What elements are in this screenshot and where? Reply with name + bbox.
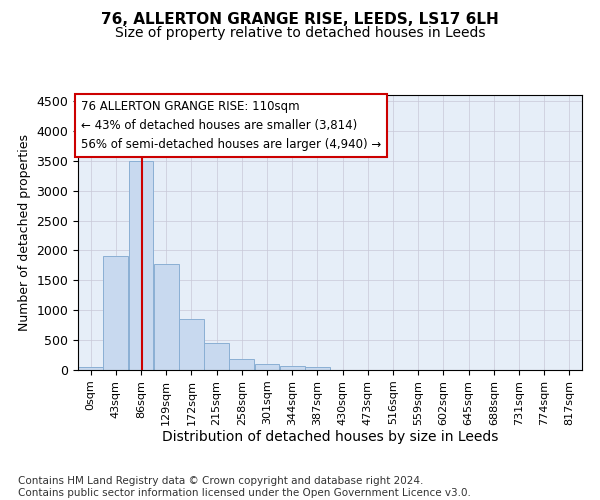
Bar — [179, 318, 204, 370]
Bar — [305, 367, 330, 370]
Bar — [103, 256, 128, 370]
Y-axis label: Number of detached properties: Number of detached properties — [18, 134, 31, 331]
Bar — [154, 264, 179, 370]
Bar — [254, 364, 280, 370]
Bar — [78, 367, 103, 370]
Text: Contains HM Land Registry data © Crown copyright and database right 2024.
Contai: Contains HM Land Registry data © Crown c… — [18, 476, 471, 498]
Bar — [204, 342, 229, 370]
Text: 76 ALLERTON GRANGE RISE: 110sqm
← 43% of detached houses are smaller (3,814)
56%: 76 ALLERTON GRANGE RISE: 110sqm ← 43% of… — [81, 100, 381, 151]
Text: Size of property relative to detached houses in Leeds: Size of property relative to detached ho… — [115, 26, 485, 40]
Text: 76, ALLERTON GRANGE RISE, LEEDS, LS17 6LH: 76, ALLERTON GRANGE RISE, LEEDS, LS17 6L… — [101, 12, 499, 28]
Bar — [280, 366, 305, 370]
Bar — [229, 359, 254, 370]
X-axis label: Distribution of detached houses by size in Leeds: Distribution of detached houses by size … — [162, 430, 498, 444]
Bar — [128, 161, 154, 370]
